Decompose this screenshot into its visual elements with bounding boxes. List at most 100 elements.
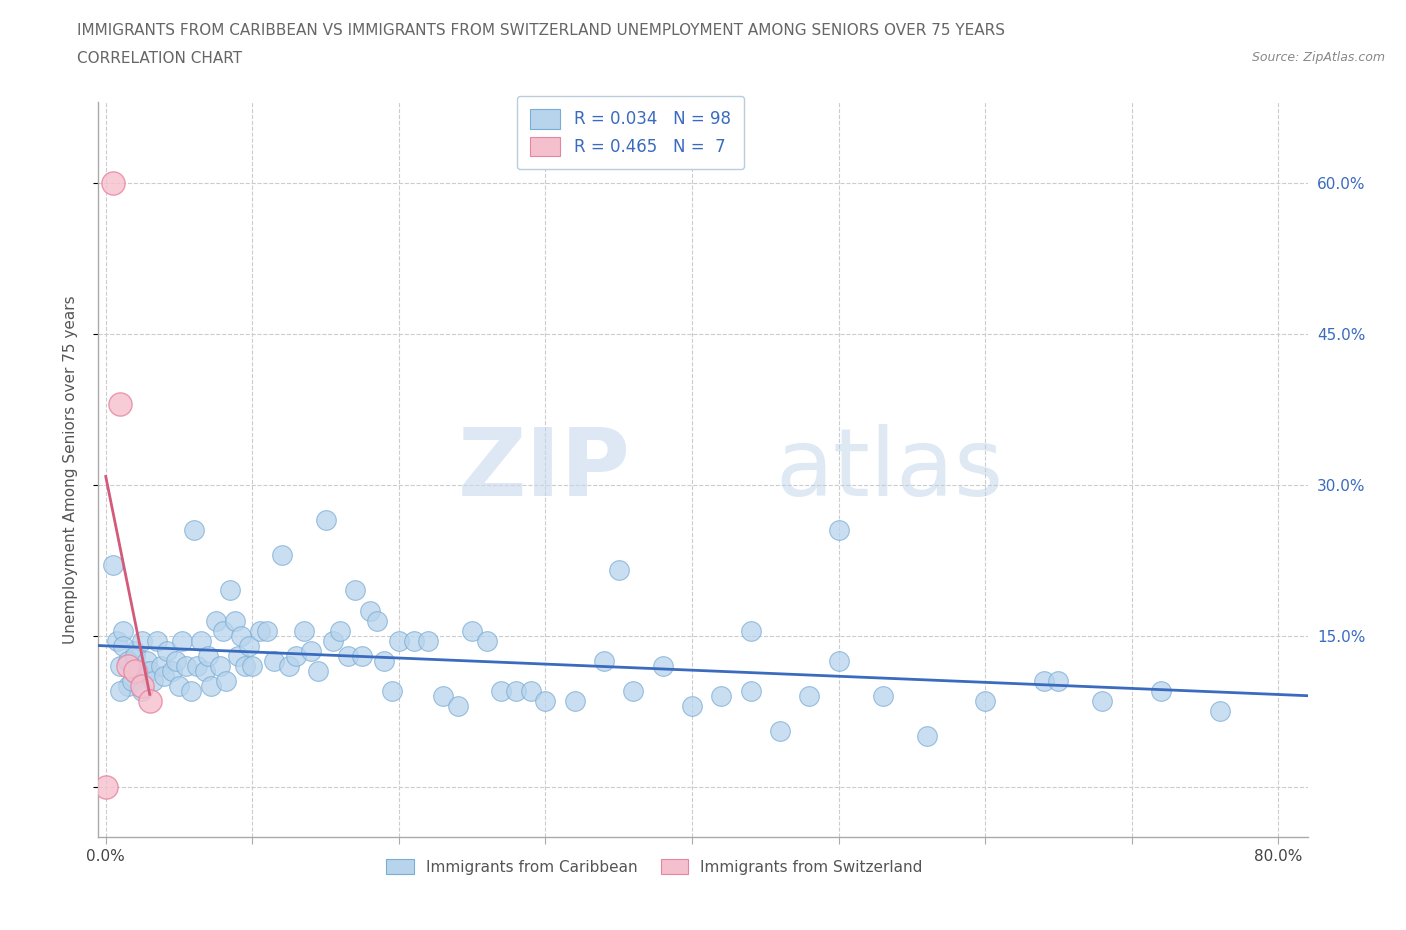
Point <box>160 663 183 678</box>
Point <box>117 654 139 669</box>
Point <box>827 523 849 538</box>
Point <box>315 512 337 527</box>
Point <box>240 658 263 673</box>
Point <box>180 684 202 698</box>
Point <box>117 679 139 694</box>
Point <box>197 648 219 663</box>
Point <box>651 658 673 673</box>
Point <box>322 633 344 648</box>
Point <box>1047 673 1070 688</box>
Point <box>263 654 285 669</box>
Text: IMMIGRANTS FROM CARIBBEAN VS IMMIGRANTS FROM SWITZERLAND UNEMPLOYMENT AMONG SENI: IMMIGRANTS FROM CARIBBEAN VS IMMIGRANTS … <box>77 23 1005 38</box>
Point <box>285 648 308 663</box>
Point <box>534 694 557 709</box>
Point <box>204 613 226 628</box>
Y-axis label: Unemployment Among Seniors over 75 years: Unemployment Among Seniors over 75 years <box>63 296 77 644</box>
Point <box>167 679 190 694</box>
Point <box>124 663 146 678</box>
Point <box>190 633 212 648</box>
Point <box>229 629 252 644</box>
Point <box>1032 673 1054 688</box>
Point <box>388 633 411 648</box>
Point <box>740 684 762 698</box>
Point <box>402 633 425 648</box>
Point <box>131 684 153 698</box>
Point <box>270 548 292 563</box>
Point <box>194 663 217 678</box>
Point <box>872 688 894 703</box>
Point <box>142 673 165 688</box>
Point <box>138 694 160 709</box>
Point <box>101 558 124 573</box>
Point <box>110 658 132 673</box>
Point <box>621 684 644 698</box>
Point <box>475 633 498 648</box>
Point <box>292 623 315 638</box>
Point <box>124 644 146 658</box>
Point <box>226 648 249 663</box>
Point <box>461 623 484 638</box>
Point <box>769 724 792 738</box>
Point <box>307 663 329 678</box>
Point <box>127 663 149 678</box>
Point <box>710 688 733 703</box>
Text: CORRELATION CHART: CORRELATION CHART <box>77 51 242 66</box>
Point <box>343 583 366 598</box>
Point <box>153 669 176 684</box>
Point <box>101 176 124 191</box>
Point <box>974 694 997 709</box>
Point <box>299 644 322 658</box>
Point <box>380 684 402 698</box>
Point <box>121 658 143 673</box>
Point <box>233 658 256 673</box>
Point <box>1091 694 1114 709</box>
Point <box>146 633 169 648</box>
Point <box>607 563 630 578</box>
Point <box>200 679 222 694</box>
Point <box>336 648 359 663</box>
Point <box>112 623 135 638</box>
Point <box>799 688 821 703</box>
Point <box>117 658 139 673</box>
Point <box>131 679 153 694</box>
Point <box>183 523 205 538</box>
Point <box>224 613 246 628</box>
Point <box>249 623 271 638</box>
Point <box>135 663 157 678</box>
Text: Source: ZipAtlas.com: Source: ZipAtlas.com <box>1251 51 1385 64</box>
Point <box>127 669 149 684</box>
Point <box>186 658 208 673</box>
Point <box>740 623 762 638</box>
Point <box>110 397 132 412</box>
Point <box>238 638 260 653</box>
Point <box>124 648 146 663</box>
Point <box>432 688 454 703</box>
Point <box>209 658 232 673</box>
Point <box>329 623 352 638</box>
Point <box>256 623 278 638</box>
Point <box>505 684 527 698</box>
Point <box>170 633 193 648</box>
Point <box>681 698 703 713</box>
Point <box>121 673 143 688</box>
Point <box>131 633 153 648</box>
Point <box>176 658 198 673</box>
Point <box>593 654 616 669</box>
Text: ZIP: ZIP <box>457 424 630 515</box>
Point <box>94 779 117 794</box>
Point <box>215 673 238 688</box>
Point <box>212 623 235 638</box>
Point <box>135 654 157 669</box>
Legend: Immigrants from Caribbean, Immigrants from Switzerland: Immigrants from Caribbean, Immigrants fr… <box>381 853 929 881</box>
Point <box>446 698 468 713</box>
Point <box>138 663 160 678</box>
Point <box>827 654 849 669</box>
Point <box>278 658 301 673</box>
Point <box>165 654 187 669</box>
Point <box>110 684 132 698</box>
Point <box>915 729 938 744</box>
Point <box>107 633 129 648</box>
Point <box>491 684 513 698</box>
Point <box>1208 704 1230 719</box>
Point <box>564 694 586 709</box>
